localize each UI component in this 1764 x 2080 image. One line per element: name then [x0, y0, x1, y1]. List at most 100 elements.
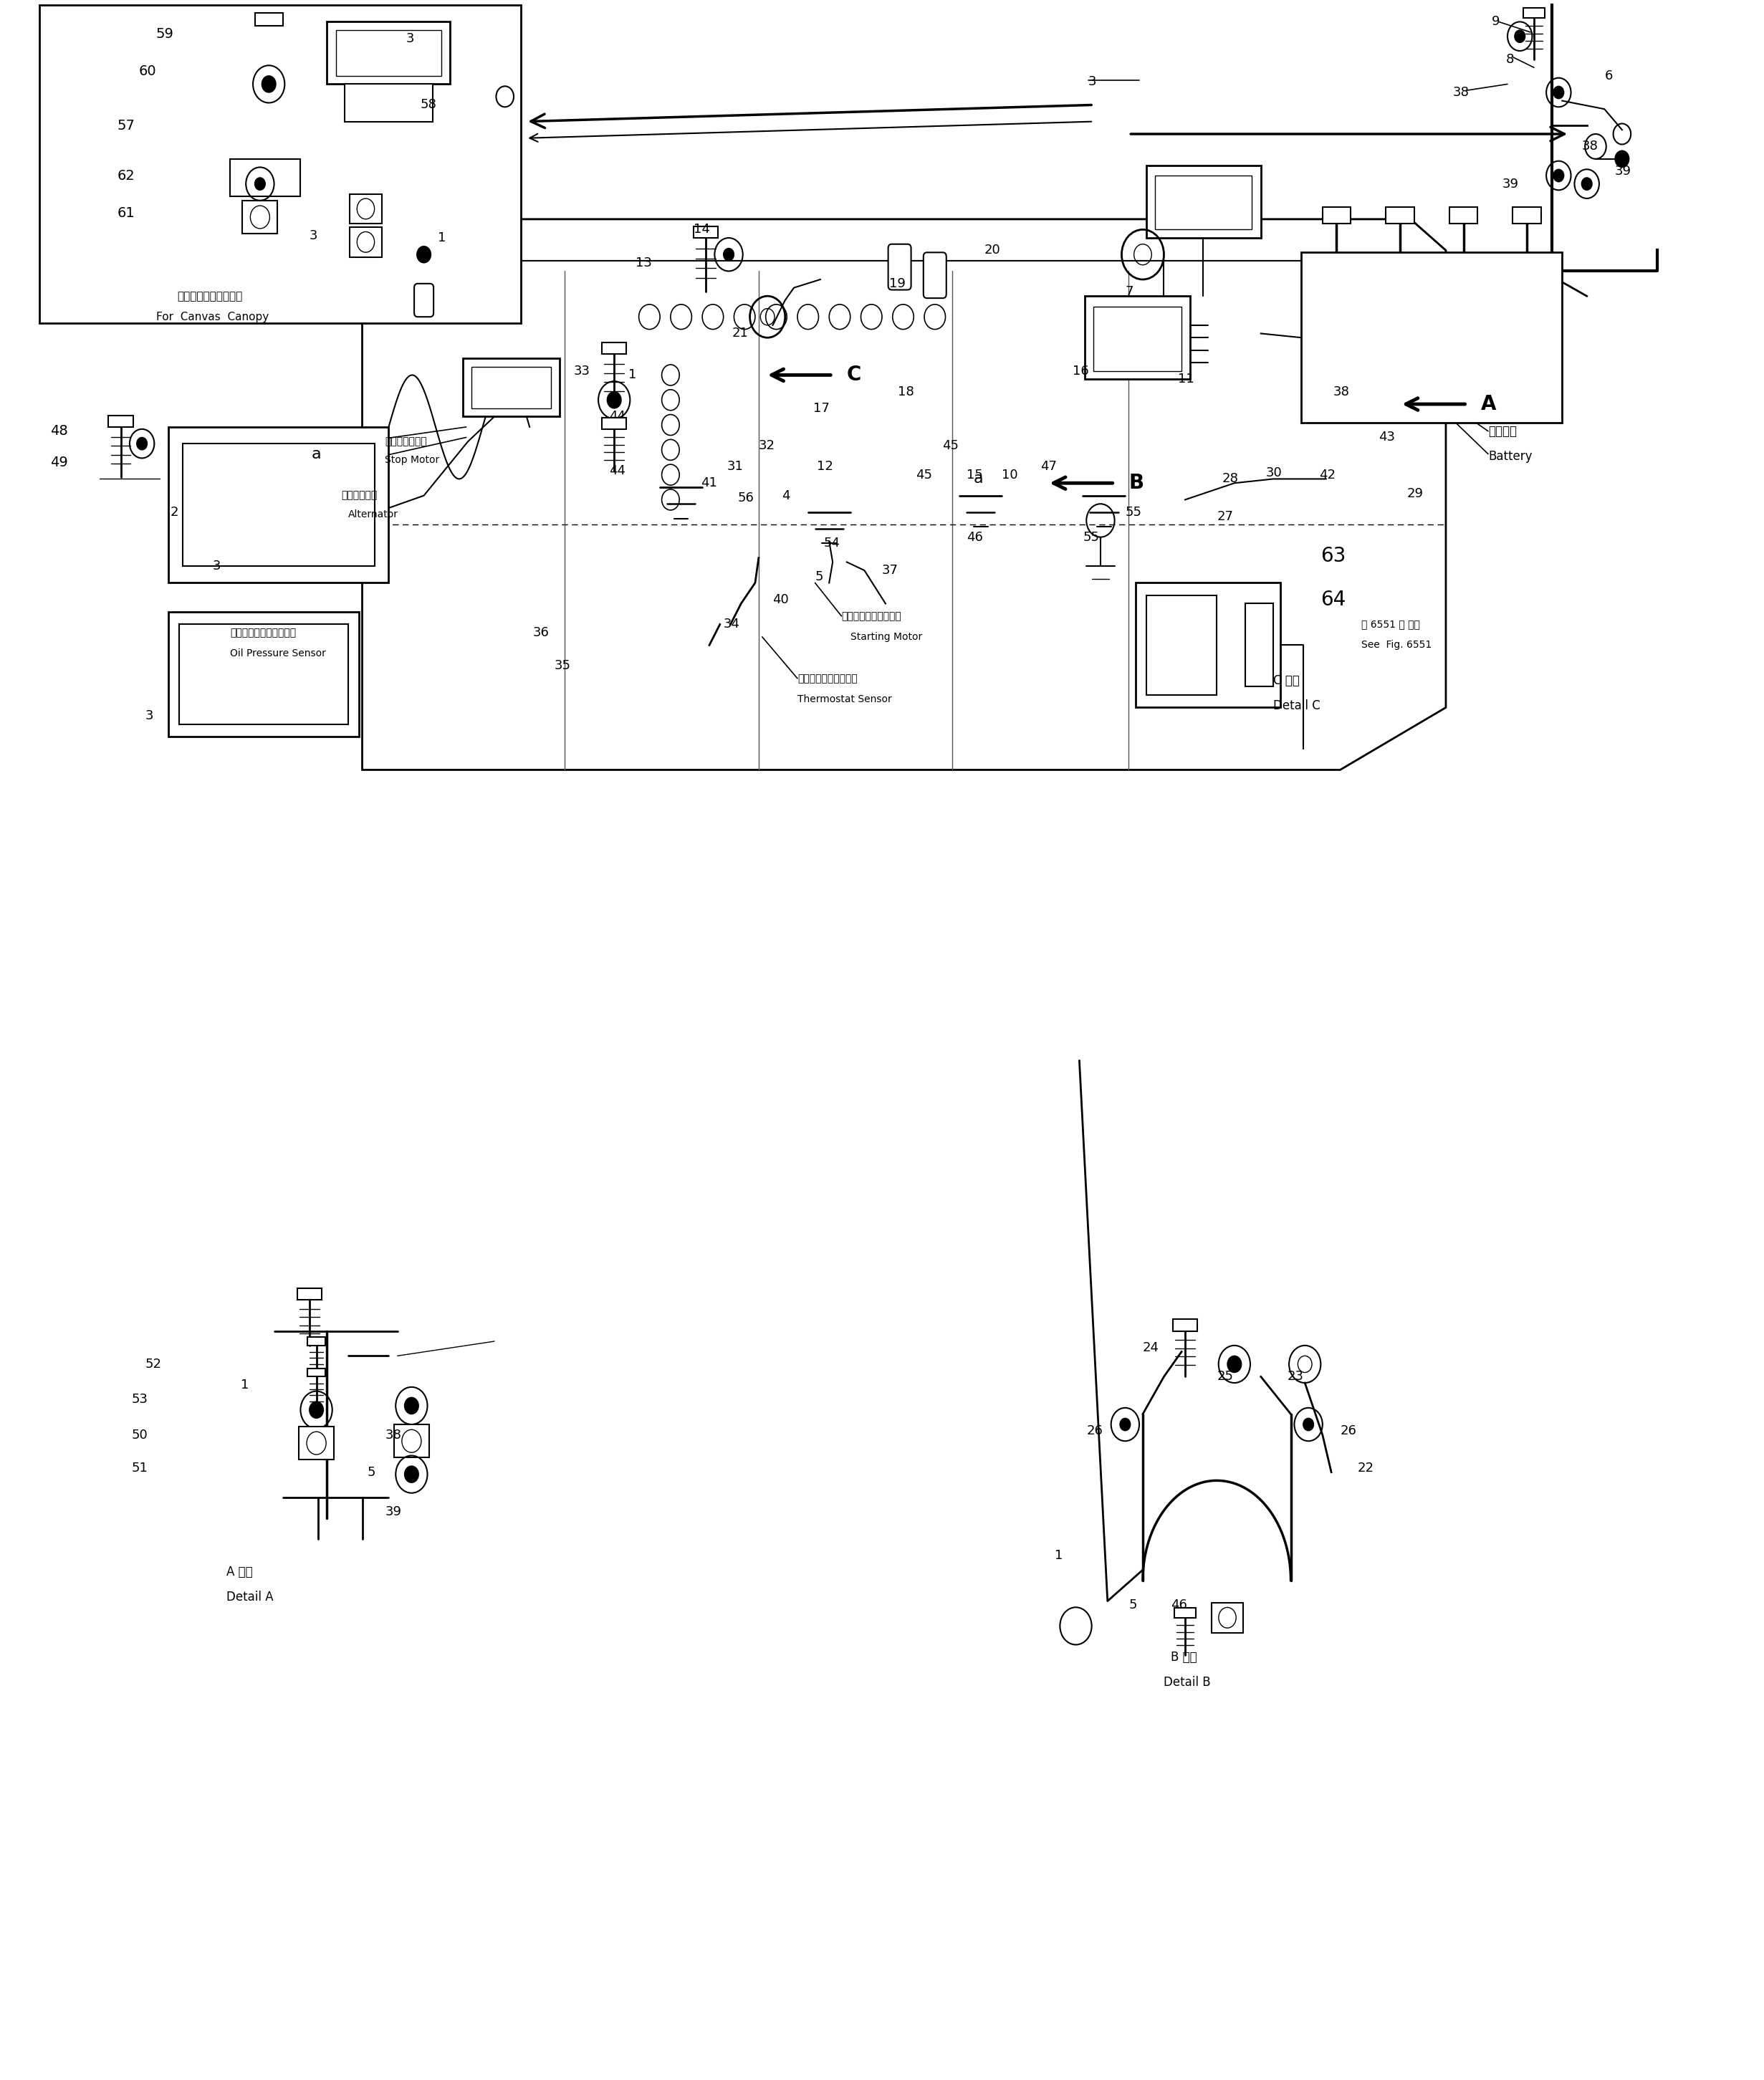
- Text: Detail B: Detail B: [1164, 1676, 1210, 1689]
- Text: 38: 38: [1582, 139, 1598, 154]
- Text: A 詳細: A 詳細: [226, 1566, 252, 1579]
- Circle shape: [416, 245, 430, 262]
- Text: 52: 52: [145, 1358, 162, 1371]
- Bar: [1524, 8, 1545, 17]
- Text: 32: 32: [759, 439, 774, 451]
- Text: 1: 1: [628, 368, 637, 381]
- Text: 26: 26: [1087, 1425, 1102, 1437]
- Circle shape: [254, 177, 265, 189]
- Bar: [1212, 1604, 1244, 1633]
- Text: 5: 5: [367, 1466, 376, 1479]
- Circle shape: [309, 1402, 323, 1419]
- Text: B 詳細: B 詳細: [1171, 1652, 1198, 1664]
- Text: 28: 28: [1222, 472, 1238, 485]
- Bar: [471, 366, 550, 408]
- Text: 4: 4: [781, 489, 790, 501]
- Text: 33: 33: [573, 364, 591, 376]
- Text: 6: 6: [1605, 69, 1612, 83]
- Text: 45: 45: [942, 439, 958, 451]
- Bar: [229, 158, 300, 196]
- Bar: [298, 1427, 333, 1460]
- Text: 1: 1: [1055, 1550, 1064, 1562]
- Text: 15: 15: [967, 468, 983, 480]
- Text: 47: 47: [1041, 460, 1057, 472]
- Circle shape: [1554, 85, 1565, 98]
- Bar: [349, 227, 381, 258]
- Text: 29: 29: [1408, 487, 1424, 499]
- Bar: [1147, 595, 1217, 695]
- Text: Detail A: Detail A: [226, 1591, 273, 1604]
- Text: 14: 14: [693, 223, 709, 235]
- Text: 39: 39: [1616, 164, 1632, 179]
- Bar: [602, 343, 626, 354]
- Text: 24: 24: [1143, 1342, 1159, 1354]
- Text: スターティングモータ: スターティングモータ: [841, 612, 901, 622]
- Text: 53: 53: [131, 1394, 148, 1406]
- Text: 57: 57: [116, 119, 136, 133]
- Text: 5: 5: [1129, 1600, 1138, 1612]
- Text: 45: 45: [916, 468, 931, 480]
- Text: オイルプレッシャセンサ: オイルプレッシャセンサ: [229, 628, 296, 639]
- Text: 55: 55: [1083, 530, 1099, 543]
- FancyBboxPatch shape: [415, 283, 434, 316]
- Text: 36: 36: [533, 626, 550, 639]
- Text: 3: 3: [145, 709, 153, 722]
- Circle shape: [136, 437, 146, 449]
- Text: 10: 10: [1002, 468, 1018, 480]
- Text: 44: 44: [609, 464, 626, 476]
- Text: 38: 38: [1334, 385, 1349, 397]
- Bar: [307, 1337, 325, 1346]
- Bar: [1094, 306, 1182, 370]
- Text: Alternator: Alternator: [348, 510, 399, 520]
- Circle shape: [1554, 168, 1565, 181]
- Bar: [1085, 295, 1191, 379]
- Text: 40: 40: [773, 593, 789, 605]
- Bar: [1173, 1319, 1198, 1331]
- Text: 48: 48: [51, 424, 69, 439]
- Text: 26: 26: [1341, 1425, 1357, 1437]
- Bar: [242, 200, 277, 233]
- Text: 62: 62: [116, 168, 136, 183]
- Bar: [1302, 252, 1563, 422]
- Bar: [602, 418, 626, 428]
- Text: 3: 3: [309, 229, 318, 241]
- Bar: [41, 4, 520, 322]
- Bar: [1450, 206, 1478, 223]
- Bar: [178, 624, 348, 724]
- Bar: [344, 83, 432, 121]
- Circle shape: [1582, 177, 1593, 189]
- FancyBboxPatch shape: [923, 252, 946, 297]
- Text: 3: 3: [406, 31, 415, 46]
- Circle shape: [1515, 29, 1526, 42]
- Text: 37: 37: [882, 564, 898, 576]
- Text: 第 6551 図 参照: 第 6551 図 参照: [1362, 620, 1420, 630]
- Text: 39: 39: [1503, 177, 1519, 189]
- Text: C 詳細: C 詳細: [1274, 674, 1300, 686]
- Text: Oil Pressure Sensor: Oil Pressure Sensor: [229, 649, 326, 659]
- Text: 5: 5: [815, 570, 824, 582]
- Text: ストップモータ: ストップモータ: [385, 437, 427, 447]
- Bar: [326, 21, 450, 83]
- Circle shape: [1616, 150, 1630, 166]
- Text: 41: 41: [700, 476, 716, 489]
- Text: 7: 7: [1125, 285, 1134, 297]
- Bar: [1147, 164, 1261, 237]
- Text: 50: 50: [131, 1429, 148, 1441]
- Text: 49: 49: [51, 456, 69, 470]
- Text: 51: 51: [131, 1462, 148, 1475]
- Text: キャンバスキャノピ用: キャンバスキャノピ用: [176, 291, 243, 302]
- Text: a: a: [310, 447, 321, 462]
- Text: 30: 30: [1267, 466, 1282, 478]
- Text: 18: 18: [898, 385, 914, 397]
- Text: 13: 13: [635, 256, 651, 268]
- Text: A: A: [1482, 393, 1496, 414]
- Text: 54: 54: [824, 537, 840, 549]
- Text: オルタネータ: オルタネータ: [340, 491, 377, 501]
- Text: 16: 16: [1073, 364, 1088, 376]
- Text: C: C: [847, 364, 861, 385]
- Text: 61: 61: [116, 206, 136, 220]
- Text: See  Fig. 6551: See Fig. 6551: [1362, 641, 1432, 651]
- Text: 59: 59: [155, 27, 175, 42]
- Circle shape: [723, 248, 734, 260]
- Text: Battery: Battery: [1489, 449, 1533, 462]
